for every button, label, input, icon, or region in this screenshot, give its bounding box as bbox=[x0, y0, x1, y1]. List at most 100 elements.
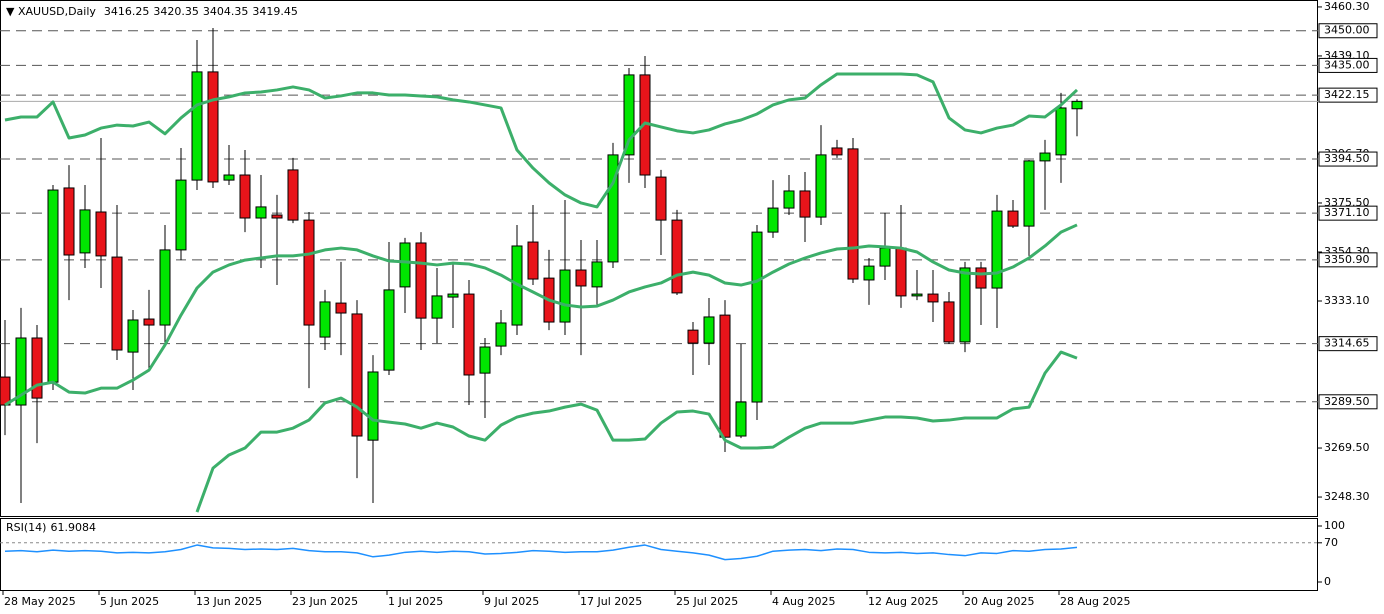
candle-body bbox=[207, 71, 219, 183]
low: 3404.35 bbox=[203, 5, 249, 18]
x-tick-label: 5 Jun 2025 bbox=[100, 595, 159, 608]
candle-body bbox=[783, 190, 795, 209]
candle-body bbox=[367, 371, 379, 441]
x-tick-label: 13 Jun 2025 bbox=[196, 595, 262, 608]
candle-body bbox=[1007, 210, 1019, 227]
candle-body bbox=[687, 329, 699, 344]
x-tick-label: 25 Jul 2025 bbox=[676, 595, 738, 608]
rsi-tick-label: 0 bbox=[1324, 575, 1331, 588]
candle-body bbox=[607, 154, 619, 263]
candle-body bbox=[735, 401, 747, 437]
candle-body bbox=[303, 219, 315, 326]
candle-body bbox=[879, 247, 891, 267]
candle-body bbox=[991, 210, 1003, 289]
y-tick-label: 3248.30 bbox=[1324, 490, 1370, 503]
candle-body bbox=[575, 269, 587, 287]
level-tag bbox=[1318, 205, 1378, 221]
candle-body bbox=[255, 206, 267, 219]
candle-body bbox=[591, 261, 603, 288]
rsi-last: 61.9084 bbox=[50, 521, 96, 534]
candle-body bbox=[191, 71, 203, 181]
level-label: 3422.15 bbox=[1324, 88, 1370, 101]
candle-body bbox=[975, 267, 987, 289]
rsi-tick-label: 100 bbox=[1324, 519, 1345, 532]
x-tick-label: 12 Aug 2025 bbox=[868, 595, 938, 608]
rsi-pane bbox=[0, 542, 1318, 561]
level-label: 3371.10 bbox=[1324, 206, 1370, 219]
candle-body bbox=[751, 231, 763, 403]
candle-body bbox=[335, 302, 347, 314]
x-tick-label: 23 Jun 2025 bbox=[292, 595, 358, 608]
candle-body bbox=[959, 267, 971, 343]
level-tag bbox=[1318, 336, 1378, 352]
candle-body bbox=[287, 169, 299, 221]
candle-body bbox=[655, 176, 667, 221]
candle-body bbox=[495, 322, 507, 347]
candle-body bbox=[479, 346, 491, 374]
open: 3416.25 bbox=[104, 5, 150, 18]
rsi-title: RSI(14) bbox=[6, 521, 46, 534]
candle-body bbox=[0, 376, 11, 406]
band-lower bbox=[195, 350, 1078, 513]
candle-body bbox=[703, 316, 715, 344]
candle-body bbox=[463, 293, 475, 376]
rsi-tick-label: 70 bbox=[1324, 536, 1338, 549]
candle-body bbox=[863, 265, 875, 281]
x-tick-label: 9 Jul 2025 bbox=[484, 595, 539, 608]
candle-body bbox=[623, 74, 635, 156]
menu-arrow: ▼ bbox=[6, 5, 18, 18]
y-tick-label: 3269.50 bbox=[1324, 441, 1370, 454]
candle-body bbox=[175, 179, 187, 251]
level-tag bbox=[1318, 57, 1378, 73]
band-upper bbox=[4, 72, 1079, 209]
rsi-frame bbox=[0, 518, 1318, 591]
candle-body bbox=[431, 295, 443, 319]
candle-body bbox=[399, 242, 411, 288]
x-tick-label: 20 Aug 2025 bbox=[964, 595, 1034, 608]
level-label: 3314.65 bbox=[1324, 337, 1370, 350]
level-tag bbox=[1318, 252, 1378, 268]
candle-body bbox=[767, 207, 779, 233]
y-tick-label: 3333.10 bbox=[1324, 294, 1370, 307]
candle-body bbox=[31, 337, 43, 399]
candle-body bbox=[111, 256, 123, 351]
band-middle bbox=[4, 223, 1078, 407]
candle-body bbox=[911, 293, 923, 297]
x-tick-label: 1 Jul 2025 bbox=[388, 595, 443, 608]
level-label: 3435.00 bbox=[1324, 58, 1370, 71]
candle-body bbox=[847, 148, 859, 280]
high: 3420.35 bbox=[153, 5, 199, 18]
level-tag bbox=[1318, 23, 1378, 39]
level-label: 3350.90 bbox=[1324, 253, 1370, 266]
candle-body bbox=[831, 147, 843, 156]
price-pane bbox=[0, 27, 1318, 513]
level-label: 3394.50 bbox=[1324, 152, 1370, 165]
candle-body bbox=[127, 319, 139, 353]
candle-body bbox=[63, 187, 75, 256]
candle-body bbox=[143, 318, 155, 326]
candle-body bbox=[943, 301, 955, 343]
candle-body bbox=[527, 241, 539, 280]
candle-body bbox=[671, 219, 683, 294]
candle-body bbox=[271, 214, 283, 219]
close: 3419.45 bbox=[252, 5, 298, 18]
candle-body bbox=[719, 314, 731, 438]
candle-body bbox=[239, 174, 251, 219]
candle-body bbox=[415, 242, 427, 319]
rsi-line bbox=[4, 544, 1078, 561]
candle-body bbox=[79, 209, 91, 254]
candle-body bbox=[47, 189, 59, 383]
header: ▼ XAUUSD,Daily 3416.25 3420.35 3404.35 3419.… bbox=[6, 5, 298, 18]
candle-body bbox=[351, 313, 363, 437]
candle-body bbox=[799, 190, 811, 218]
main-frame bbox=[0, 0, 1318, 517]
candle-body bbox=[895, 247, 907, 297]
level-label: 3450.00 bbox=[1324, 24, 1370, 37]
candle-body bbox=[95, 211, 107, 257]
level-tag bbox=[1318, 87, 1378, 103]
candle-body bbox=[927, 293, 939, 303]
y-tick-label: 3460.30 bbox=[1324, 0, 1370, 13]
